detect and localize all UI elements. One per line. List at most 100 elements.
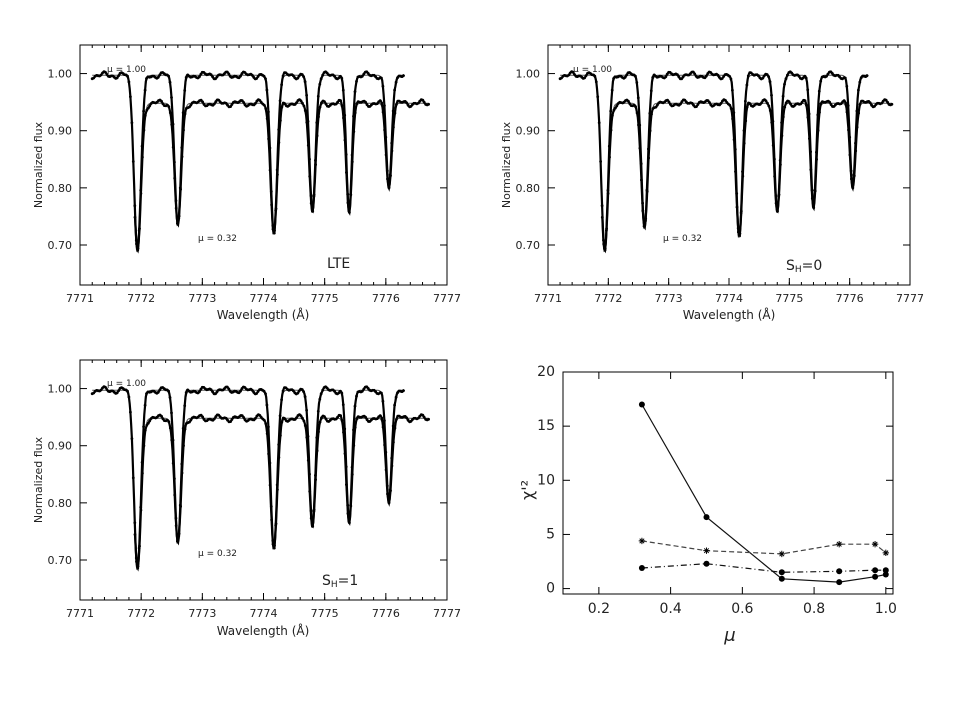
- data-point: [836, 579, 843, 586]
- observed-point: [311, 524, 315, 528]
- observed-point: [227, 387, 231, 391]
- observed-point: [644, 217, 648, 221]
- observed-point: [209, 388, 213, 392]
- observed-point: [855, 109, 859, 113]
- observed-point: [803, 99, 807, 103]
- observed-point: [167, 105, 171, 108]
- observed-point: [380, 101, 384, 105]
- observed-point: [182, 444, 185, 448]
- observed-point: [842, 99, 846, 102]
- observed-point: [142, 109, 146, 113]
- data-point: [638, 565, 645, 571]
- observed-point: [731, 117, 734, 121]
- observed-point: [868, 101, 872, 105]
- observed-point: [806, 88, 810, 92]
- x-tick-label: 7775: [775, 292, 803, 305]
- y-tick-label: 0.80: [516, 182, 541, 195]
- data-point-star: [835, 540, 843, 548]
- observed-point: [387, 501, 391, 505]
- observed-point: [117, 389, 121, 392]
- panel-label: SH=0: [786, 258, 822, 275]
- y-tick-label: 1.00: [48, 68, 73, 81]
- observed-point: [258, 99, 262, 102]
- observed-point: [770, 121, 774, 124]
- observed-point: [135, 242, 138, 246]
- observed-point: [240, 99, 244, 102]
- observed-point: [645, 190, 649, 193]
- observed-point: [365, 418, 369, 421]
- observed-point: [302, 104, 306, 108]
- observed-point: [323, 100, 326, 103]
- observed-point: [229, 420, 232, 423]
- observed-point: [295, 416, 298, 420]
- panel-chi2: 0.2 0.4 0.6 0.8 1.0 0 5 10 15 20 μ χ'²: [518, 364, 897, 646]
- observed-point: [732, 138, 736, 142]
- x-axis-label: Wavelength (Å): [217, 307, 310, 322]
- observed-point: [609, 109, 613, 113]
- x-tick-labels: 7771 7772 7773 7774 7775 7776 7777: [66, 292, 461, 305]
- observed-point: [848, 153, 852, 157]
- observed-point: [886, 100, 889, 104]
- observed-point: [309, 516, 313, 520]
- x-tick-label: 7776: [372, 292, 400, 305]
- observed-point: [728, 74, 731, 78]
- observed-point: [279, 434, 282, 437]
- observed-point: [787, 100, 791, 103]
- observed-point: [394, 80, 398, 84]
- observed-point: [845, 84, 849, 88]
- spectra: [558, 70, 894, 254]
- x-axis-label: μ: [723, 625, 735, 646]
- observed-point: [789, 102, 792, 106]
- observed-point: [324, 417, 328, 421]
- observed-point: [303, 395, 307, 399]
- observed-point: [636, 96, 640, 100]
- observed-point: [211, 390, 215, 394]
- panel-sh1: 7771 7772 7773 7774 7775 7776 7777 0.70 …: [32, 359, 461, 638]
- observed-point: [283, 102, 287, 106]
- observed-point: [395, 103, 398, 106]
- observed-point: [250, 73, 254, 77]
- observed-point: [303, 109, 307, 112]
- observed-point: [338, 389, 342, 393]
- observed-point: [198, 390, 201, 394]
- observed-point: [421, 413, 425, 417]
- observed-point: [405, 101, 408, 105]
- observed-point: [745, 83, 749, 87]
- observed-point: [148, 419, 152, 423]
- observed-point: [115, 391, 119, 395]
- observed-point: [308, 175, 312, 178]
- y-tick-label: 15: [537, 418, 555, 434]
- observed-point: [386, 177, 389, 181]
- observed-point: [168, 111, 172, 115]
- observed-point: [136, 565, 140, 568]
- observed-point: [693, 72, 697, 76]
- observed-profile-line: [133, 98, 430, 253]
- observed-point: [301, 101, 304, 105]
- observed-point: [638, 146, 642, 150]
- observed-point: [99, 73, 103, 77]
- observed-point: [146, 106, 150, 110]
- observed-point: [383, 443, 386, 447]
- observed-point: [129, 410, 132, 414]
- observed-point: [321, 388, 325, 392]
- observed-point: [183, 89, 187, 92]
- observed-point: [300, 73, 304, 76]
- observed-point: [267, 425, 270, 429]
- observed-point: [774, 201, 778, 205]
- observed-point: [597, 121, 601, 125]
- observed-point: [387, 186, 391, 190]
- observed-point: [168, 396, 172, 399]
- observed-point: [176, 222, 180, 226]
- observed-point: [677, 75, 681, 79]
- x-tick-label: 0.4: [659, 601, 681, 617]
- data-point: [703, 560, 710, 567]
- observed-point: [158, 388, 162, 392]
- observed-point: [857, 88, 860, 92]
- observed-point: [389, 489, 392, 493]
- observed-point: [209, 73, 213, 77]
- y-axis-label: χ'²: [518, 480, 537, 500]
- observed-point: [665, 72, 669, 76]
- observed-point: [352, 130, 356, 134]
- observed-point: [765, 73, 769, 76]
- observed-point: [844, 101, 847, 105]
